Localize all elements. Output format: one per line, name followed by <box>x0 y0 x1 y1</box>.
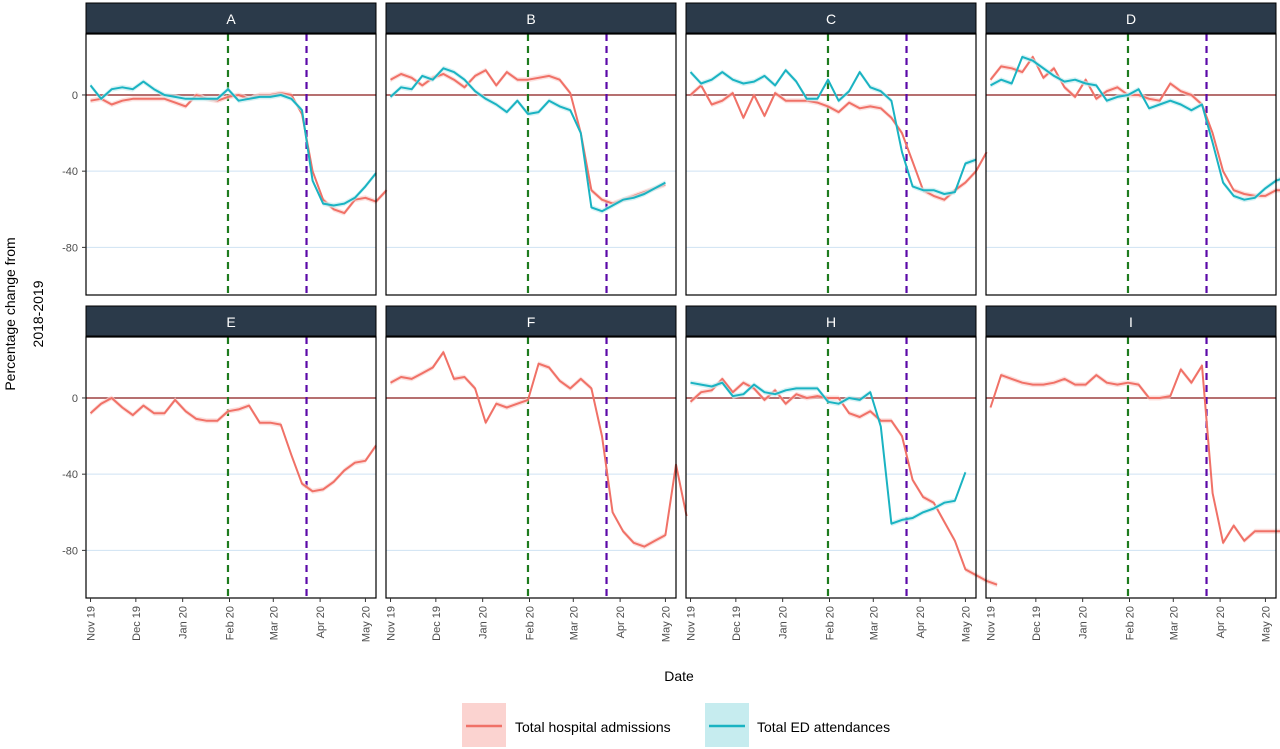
panel-title: A <box>226 11 236 27</box>
x-axis-label: Date <box>664 668 694 684</box>
y-tick-label: -80 <box>62 545 78 557</box>
y-tick-label: -80 <box>62 242 78 254</box>
ed-attendances-line <box>690 381 967 525</box>
x-tick-label: Jan 20 <box>778 606 790 639</box>
panel-d: D <box>985 2 1280 296</box>
panel-strip <box>385 2 677 34</box>
panel-border <box>985 336 1277 599</box>
panel-title: D <box>1126 11 1136 27</box>
admissions-line <box>90 92 388 215</box>
x-tick-label: Nov 19 <box>386 606 398 641</box>
x-tick-label: May 20 <box>660 606 672 642</box>
panel-strip <box>985 2 1277 34</box>
panel-b: B <box>385 2 677 296</box>
admissions-ribbon <box>90 90 387 216</box>
x-tick-label: Feb 20 <box>225 606 237 640</box>
admissions-line <box>689 377 998 586</box>
ed-attendances-line <box>389 67 666 213</box>
x-tick-label: Dec 19 <box>131 606 143 641</box>
y-axis-label-line-2: 2018-2019 <box>30 280 46 347</box>
legend-label-admissions: Total hospital admissions <box>515 719 671 735</box>
x-tick-label: Apr 20 <box>1215 606 1227 638</box>
panel-a: A 0 -40 -80 <box>62 2 388 296</box>
panel-strip <box>85 305 377 337</box>
panel-strip <box>385 305 677 337</box>
x-tick-label: Jan 20 <box>478 606 490 639</box>
x-tick-label: Dec 19 <box>731 606 743 641</box>
x-tick-label: Mar 20 <box>868 606 880 640</box>
admissions-ribbon <box>690 82 987 203</box>
x-tick-label: Nov 19 <box>86 606 98 641</box>
panel-title: C <box>826 11 836 27</box>
legend-label-ed: Total ED attendances <box>757 719 890 735</box>
panel-title: B <box>526 11 535 27</box>
panel-f: F Nov 19 Dec 19 Jan 20 Feb 20 Mar 20 Apr 20 May… <box>385 305 688 642</box>
x-tick-label: May 20 <box>960 606 972 642</box>
panel-border <box>685 33 977 296</box>
x-tick-label: Mar 20 <box>268 606 280 640</box>
y-tick-label: -40 <box>62 469 78 481</box>
panel-border <box>985 33 1277 296</box>
panel-e: E 0 -40 -80 Nov 19 Dec 19 Jan 20 Feb 20 Mar 20 Ap… <box>62 305 377 642</box>
y-tick-label: -40 <box>62 166 78 178</box>
panels-layer: A 0 -40 -80 B C D E 0 -40 -80 Nov 19 Dec 19 Jan 20 Feb… <box>62 2 1280 642</box>
admissions-ribbon <box>990 363 1280 546</box>
panel-title: E <box>226 314 235 330</box>
x-tick-label: Nov 19 <box>686 606 698 641</box>
ed-attendances-ribbon <box>990 54 1280 203</box>
x-tick-label: May 20 <box>360 606 372 642</box>
x-tick-label: May 20 <box>1260 606 1272 642</box>
y-tick-label: 0 <box>72 393 78 405</box>
x-tick-label: Nov 19 <box>986 606 998 641</box>
x-tick-label: Mar 20 <box>1168 606 1180 640</box>
admissions-line <box>390 351 688 548</box>
ed-attendances-line <box>689 69 977 195</box>
panel-c: C <box>685 2 988 296</box>
x-tick-label: Jan 20 <box>178 606 190 639</box>
panel-border <box>85 33 377 296</box>
x-tick-label: Apr 20 <box>615 606 627 638</box>
x-tick-label: Feb 20 <box>525 606 537 640</box>
x-tick-label: Apr 20 <box>315 606 327 638</box>
panel-h: H Nov 19 Dec 19 Jan 20 Feb 20 Mar 20 Apr 20 May… <box>685 305 998 642</box>
ed-attendances-line <box>990 55 1280 201</box>
admissions-ribbon <box>690 376 998 588</box>
panel-title: F <box>527 314 536 330</box>
y-tick-label: 0 <box>72 90 78 102</box>
x-tick-label: Mar 20 <box>568 606 580 640</box>
x-tick-label: Feb 20 <box>1125 606 1137 640</box>
panel-i: I Nov 19 Dec 19 Jan 20 Feb 20 Mar 20 Apr 20 May… <box>985 305 1280 642</box>
x-tick-label: Feb 20 <box>825 606 837 640</box>
x-tick-label: Dec 19 <box>431 606 443 641</box>
admissions-line <box>89 397 377 493</box>
panel-strip <box>685 305 977 337</box>
ed-attendances-ribbon <box>690 67 976 197</box>
admissions-line <box>989 55 1280 197</box>
panel-border <box>85 336 377 599</box>
x-tick-label: Dec 19 <box>1031 606 1043 641</box>
legend: Total hospital admissions Total ED atten… <box>462 703 890 747</box>
panel-border <box>685 336 977 599</box>
admissions-ribbon <box>990 54 1280 199</box>
admissions-line <box>989 364 1280 544</box>
panel-border <box>385 336 677 599</box>
x-tick-label: Apr 20 <box>915 606 927 638</box>
panel-strip <box>685 2 977 34</box>
x-tick-label: Jan 20 <box>1078 606 1090 639</box>
admissions-line <box>689 84 988 201</box>
panel-strip <box>85 2 377 34</box>
panel-border <box>385 33 677 296</box>
panel-strip <box>985 305 1277 337</box>
panel-title: I <box>1129 314 1133 330</box>
ed-attendances-line <box>89 80 377 207</box>
admissions-ribbon <box>390 349 687 550</box>
y-axis-label-line-1: Percentage change from <box>2 237 18 390</box>
panel-title: H <box>826 314 836 330</box>
